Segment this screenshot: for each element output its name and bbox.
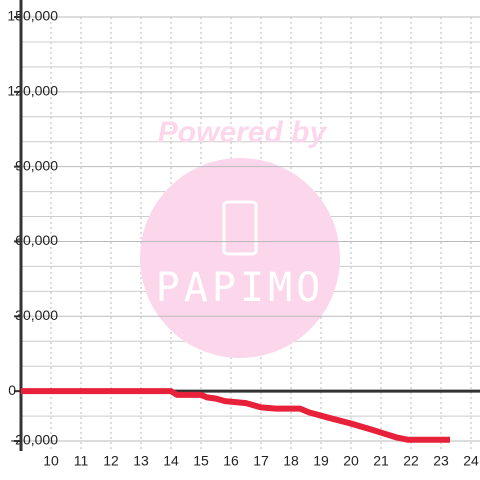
watermark-circle [140, 158, 340, 358]
x-tick-label: 22 [403, 453, 419, 469]
x-tick-label: 10 [43, 453, 59, 469]
x-tick-label: 19 [313, 453, 329, 469]
x-tick-label: 12 [103, 453, 119, 469]
watermark-text: Powered by [158, 116, 328, 149]
x-tick-label: 17 [253, 453, 269, 469]
watermark-logo: PAPIMO [156, 265, 325, 311]
y-tick-label: 60,000 [15, 232, 58, 248]
x-tick-label: 18 [283, 453, 299, 469]
y-tick-label: -20,000 [11, 432, 59, 448]
x-tick-label: 14 [163, 453, 179, 469]
x-tick-label: 16 [223, 453, 239, 469]
x-tick-label: 23 [433, 453, 449, 469]
y-tick-label: 30,000 [15, 307, 58, 323]
watermark-phone [222, 200, 258, 256]
x-tick-label: 24 [463, 453, 479, 469]
y-tick-label: 90,000 [15, 157, 58, 173]
x-tick-label: 15 [193, 453, 209, 469]
line [21, 388, 450, 443]
x-tick-label: 21 [373, 453, 389, 469]
y-tick-label: 0 [8, 382, 16, 398]
y-tick-label: 150,000 [7, 8, 58, 24]
x-tick-label: 11 [74, 453, 89, 469]
y-tick-label: 120,000 [7, 83, 58, 99]
x-tick-label: 20 [343, 453, 359, 469]
x-tick-label: 13 [133, 453, 149, 469]
